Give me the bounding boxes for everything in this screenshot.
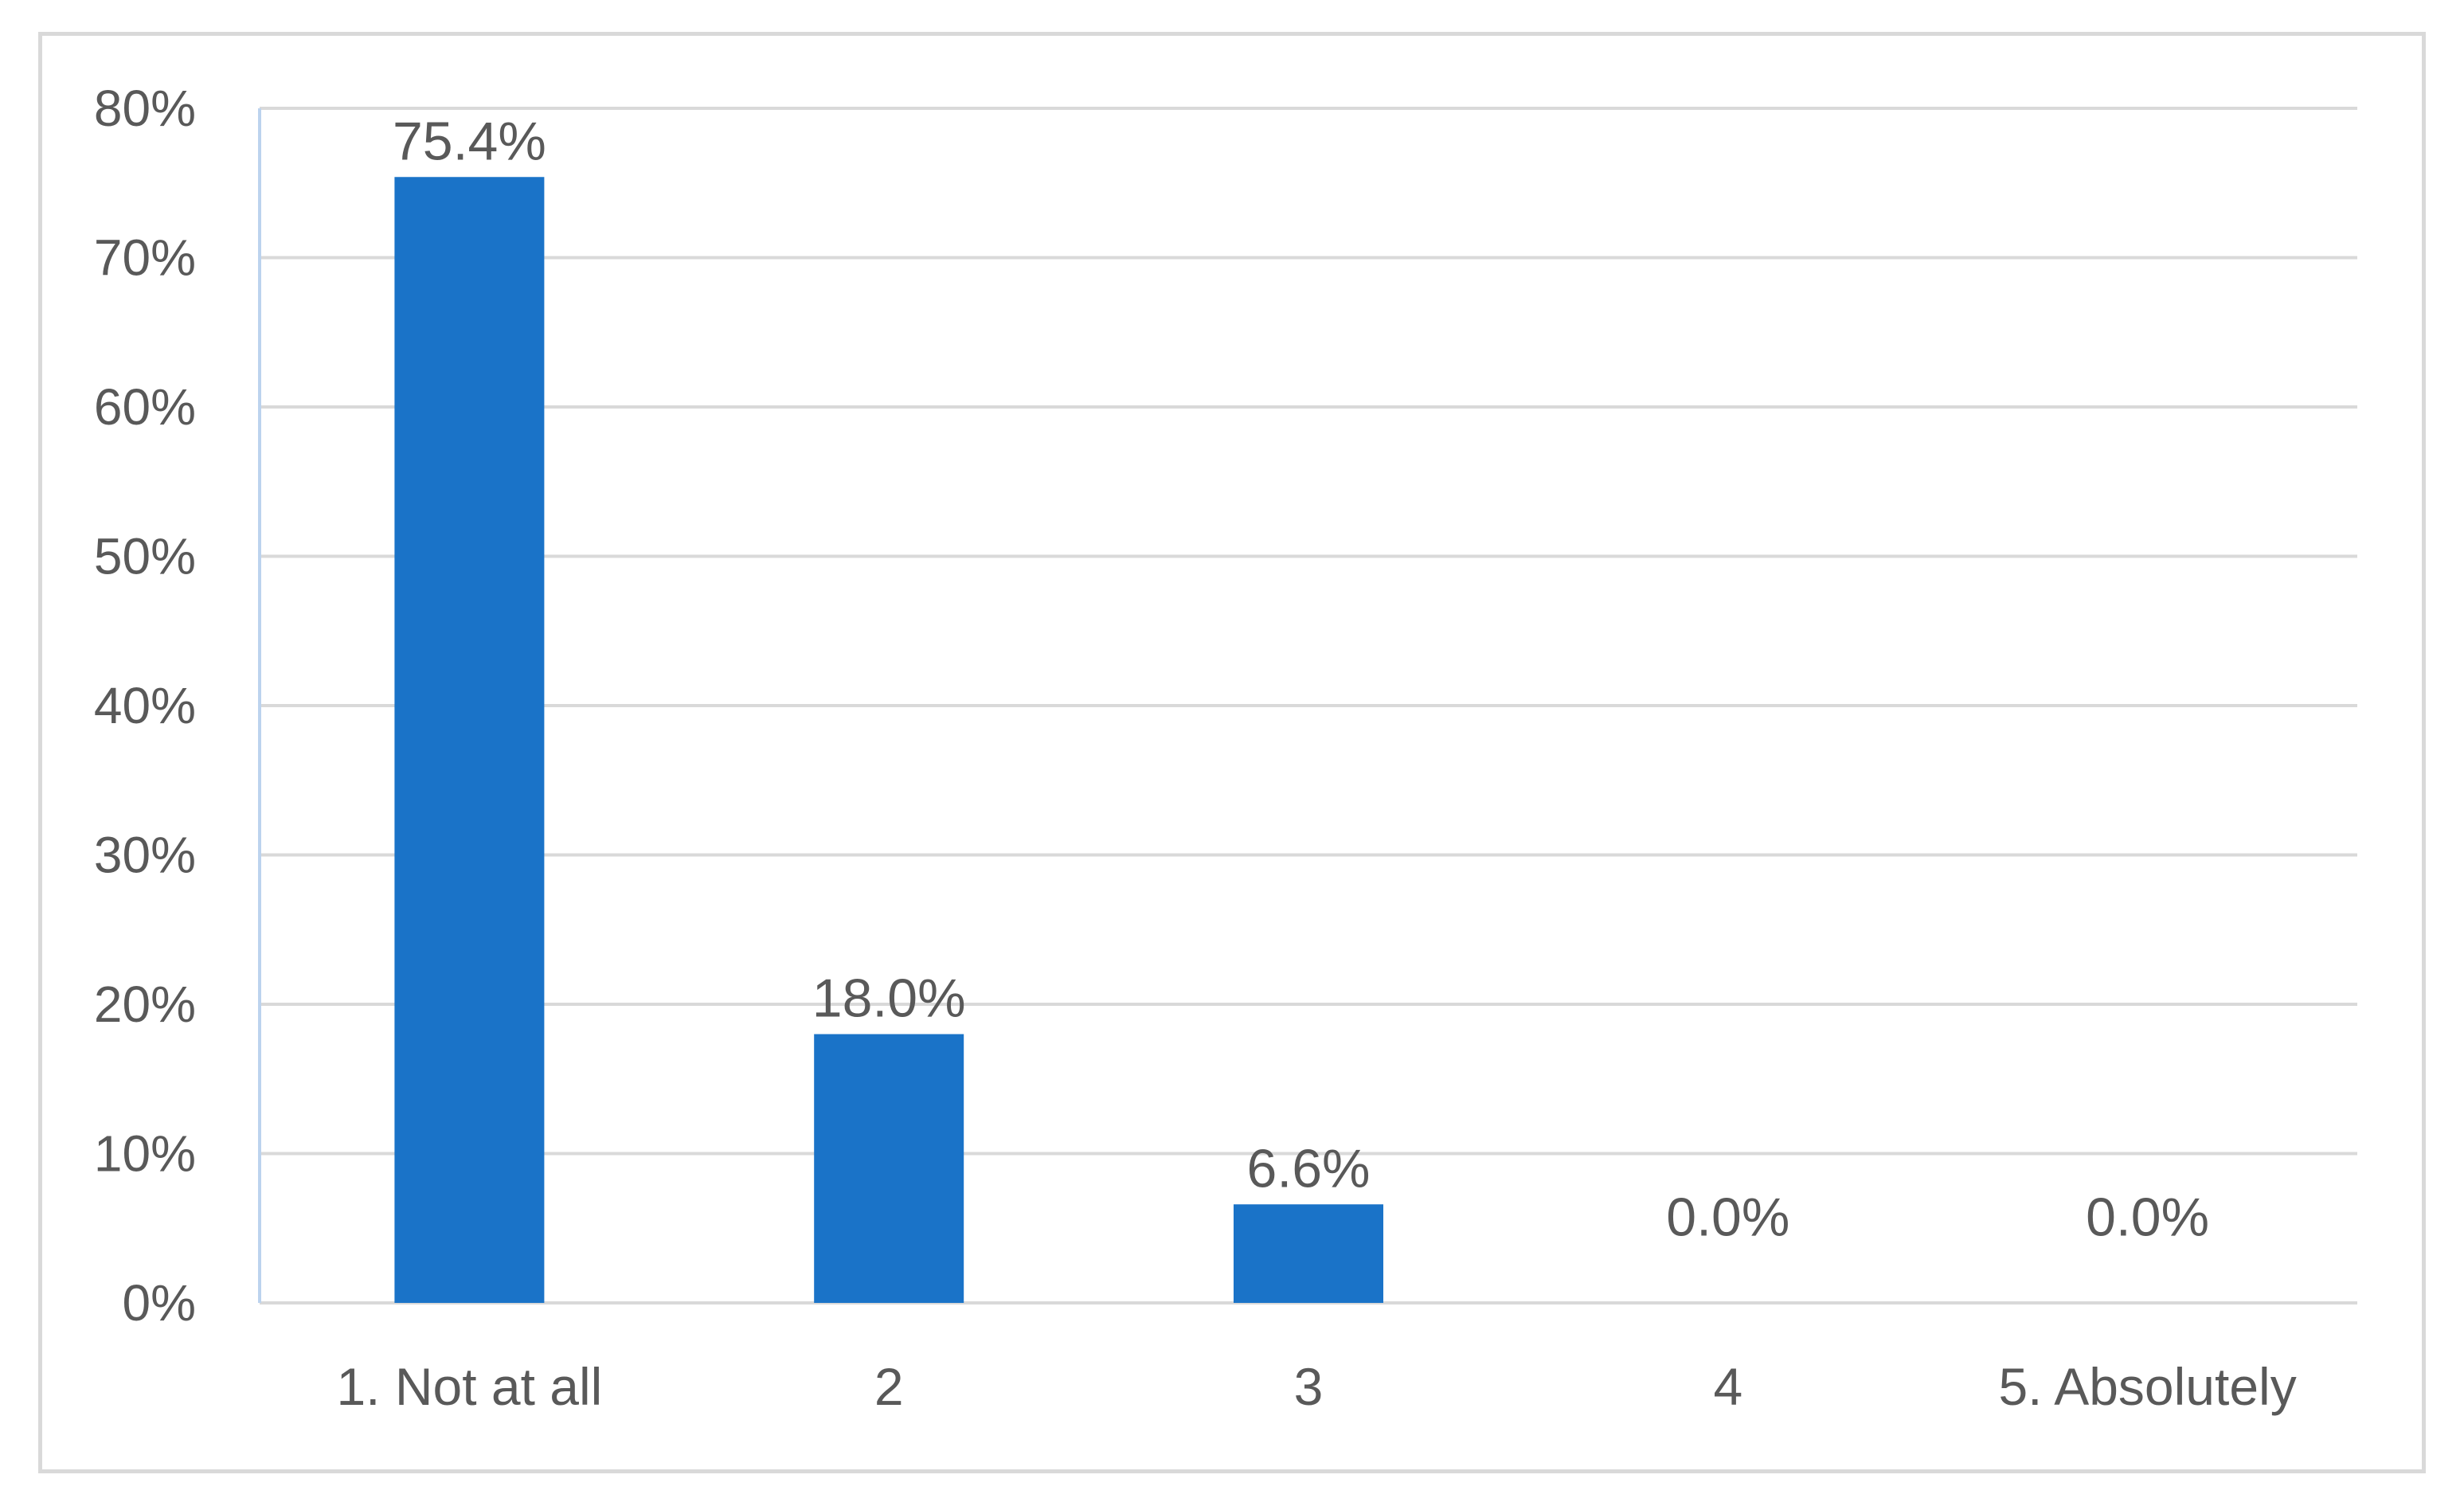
y-tick-label: 80%	[94, 80, 196, 137]
bars	[394, 177, 1383, 1303]
y-tick-label: 40%	[94, 677, 196, 734]
data-label: 75.4%	[393, 111, 546, 171]
data-labels: 75.4% 18.0% 6.6% 0.0% 0.0%	[393, 111, 2209, 1247]
y-tick-label: 20%	[94, 976, 196, 1033]
y-tick-label: 30%	[94, 827, 196, 884]
data-label: 18.0%	[812, 968, 966, 1029]
data-label: 6.6%	[1247, 1138, 1371, 1199]
y-tick-label: 50%	[94, 528, 196, 585]
y-tick-label: 10%	[94, 1125, 196, 1183]
x-category-labels: 1. Not at all 2 3 4 5. Absolutely	[336, 1357, 2296, 1416]
data-label: 0.0%	[1666, 1187, 1789, 1248]
y-tick-label: 0%	[123, 1274, 197, 1332]
x-category-label: 2	[874, 1357, 904, 1416]
y-tick-labels: 0% 10% 20% 30% 40% 50% 60% 70% 80%	[94, 80, 196, 1332]
bar	[394, 177, 545, 1303]
x-category-label: 3	[1294, 1357, 1324, 1416]
gridlines	[260, 107, 2357, 1304]
x-category-label: 5. Absolutely	[1998, 1357, 2296, 1416]
bar	[1234, 1204, 1383, 1303]
y-tick-label: 70%	[94, 229, 196, 287]
x-category-label: 4	[1713, 1357, 1742, 1416]
data-label: 0.0%	[2086, 1187, 2209, 1248]
x-category-label: 1. Not at all	[336, 1357, 602, 1416]
y-tick-label: 60%	[94, 378, 196, 436]
bar	[814, 1034, 964, 1303]
